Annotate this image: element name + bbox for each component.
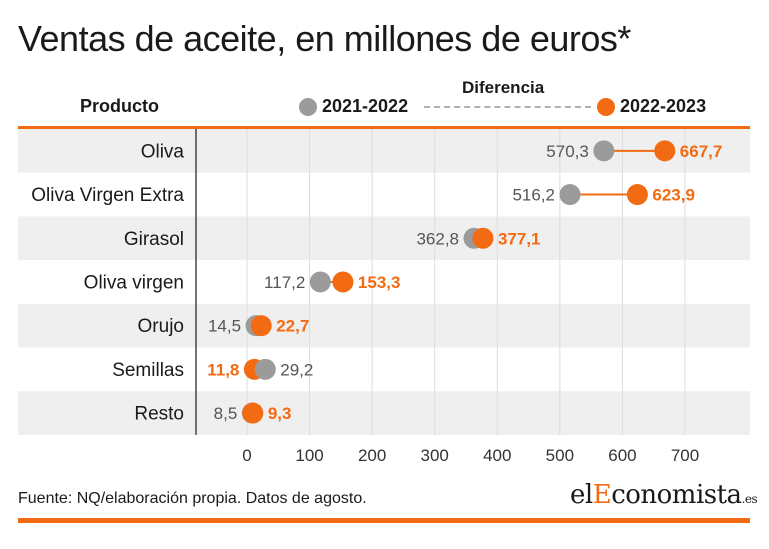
data-label-2021-2022: 516,2 [512,186,555,205]
logo-prefix: el [570,480,593,510]
logo-domain: .es [741,492,758,506]
data-label-2022-2023: 9,3 [268,404,292,423]
point-2022-2023 [654,140,676,162]
x-tick-label: 100 [295,446,323,465]
row-band [18,303,750,348]
header-rule [18,126,750,129]
x-tick-label: 200 [358,446,386,465]
chart-title: Ventas de aceite, en millones de euros* [18,18,631,59]
footer-rule [18,518,750,523]
category-label: Oliva [141,141,185,162]
point-2021-2022 [559,184,581,206]
category-label: Semillas [112,360,184,381]
data-label-2022-2023: 667,7 [680,142,723,161]
point-2022-2023 [250,315,272,337]
data-label-2021-2022: 8,5 [214,404,238,423]
category-label: Orujo [138,316,184,337]
data-label-2022-2023: 11,8 [207,360,239,379]
x-tick-label: 600 [608,446,636,465]
point-2022-2023 [472,227,494,249]
publisher-logo: elEconomista.es [570,480,758,510]
point-2022-2023 [242,402,264,424]
x-tick-label: 300 [421,446,449,465]
logo-suffix: conomista [611,480,742,510]
data-label-2022-2023: 623,9 [652,186,695,205]
point-2022-2023 [626,184,648,206]
data-label-2021-2022: 117,2 [264,273,305,292]
product-column-header: Producto [80,96,159,116]
data-label-2021-2022: 14,5 [208,317,241,336]
legend-dashed-connector [424,106,591,108]
data-label-2022-2023: 22,7 [276,317,309,336]
x-tick-label: 400 [483,446,511,465]
legend-label-2021-2022: 2021-2022 [322,96,409,116]
source-note: Fuente: NQ/elaboración propia. Datos de … [18,490,367,507]
legend-marker-2021-2022 [299,98,317,116]
logo-highlight: E [592,480,612,510]
point-2021-2022 [309,271,331,293]
data-label-2021-2022: 362,8 [416,229,459,248]
legend-label-2022-2023: 2022-2023 [620,96,707,116]
x-tick-label: 0 [242,446,251,465]
row-band [18,391,750,435]
point-2021-2022 [254,358,276,380]
category-label: Oliva Virgen Extra [31,185,184,206]
category-label: Oliva virgen [84,272,184,293]
data-label-2022-2023: 153,3 [358,273,401,292]
data-label-2022-2023: 377,1 [498,229,541,248]
row-band [18,216,750,261]
x-tick-label: 700 [671,446,699,465]
difference-label: Diferencia [462,78,545,97]
category-label: Resto [134,404,184,425]
legend-marker-2022-2023 [597,98,615,116]
data-label-2021-2022: 29,2 [280,360,313,379]
point-2022-2023 [332,271,354,293]
data-label-2021-2022: 570,3 [546,142,589,161]
point-2021-2022 [593,140,615,162]
x-tick-label: 500 [546,446,574,465]
category-label: Girasol [124,229,184,250]
